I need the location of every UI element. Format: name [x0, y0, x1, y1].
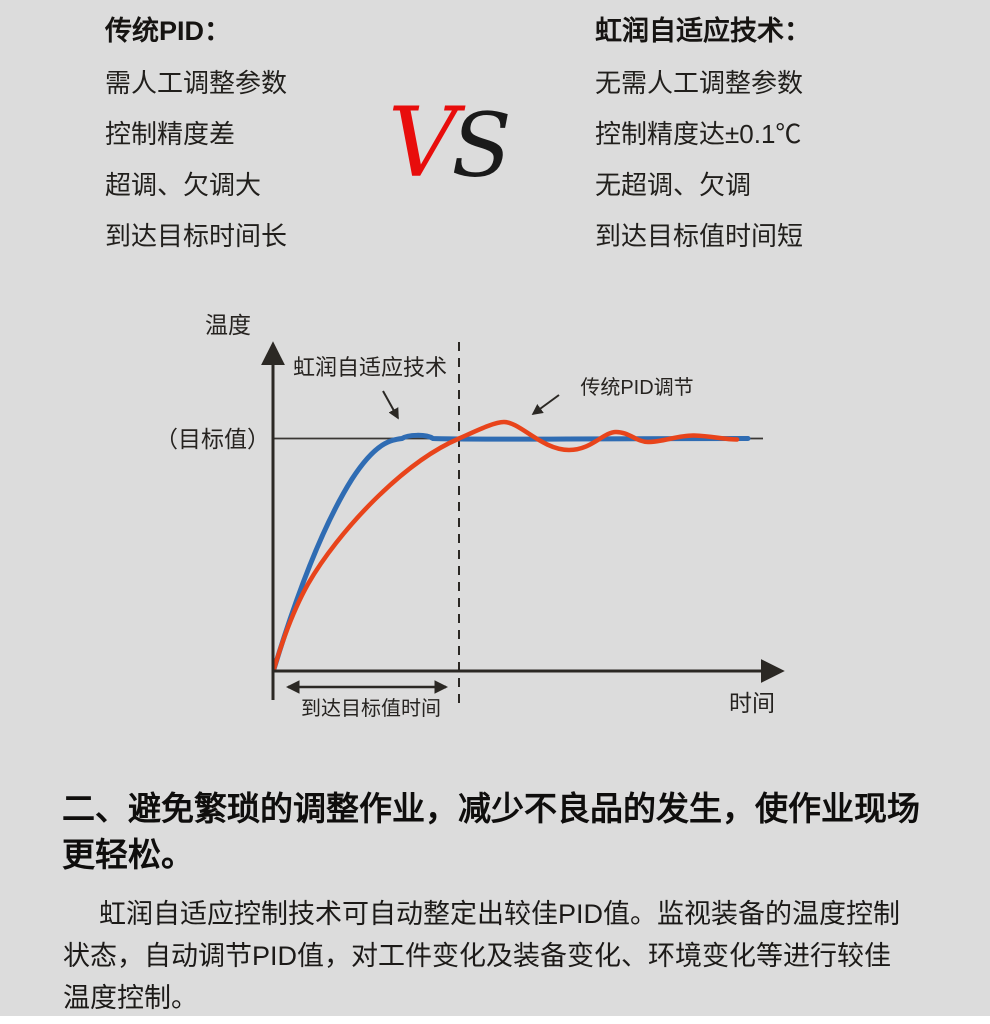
- list-item: 控制精度差: [105, 119, 236, 149]
- list-item: 需人工调整参数: [105, 68, 288, 98]
- section-heading-line: 更轻松。: [62, 836, 194, 873]
- traditional-pid-title: 传统PID：: [105, 16, 232, 46]
- adaptive-curve-label: 虹润自适应技术: [293, 355, 447, 380]
- pid-curve: [271, 419, 740, 672]
- section-heading: 二、避免繁琐的调整作业，减少不良品的发生，使作业现场 更轻松。: [62, 786, 962, 878]
- temperature-chart: 温度 （目标值） 虹润自适应技术 传统PID调节 时间 到达目标值时间: [155, 312, 785, 720]
- section-paragraph: 虹润自适应控制技术可自动整定出较佳PID值。监视装备的温度控制 状态，自动调节P…: [63, 893, 963, 1019]
- list-item: 到达目标时间长: [105, 221, 288, 251]
- x-axis-label: 时间: [729, 690, 775, 716]
- section-heading-line: 二、避免繁琐的调整作业，减少不良品的发生，使作业现场: [62, 790, 920, 827]
- vs-letter-s: S: [451, 94, 511, 197]
- bottom-white-strip: [0, 1016, 990, 1024]
- adaptive-annotation-arrow: [382, 390, 399, 420]
- list-item: 控制精度达±0.1℃: [595, 119, 802, 149]
- target-value-label: （目标值）: [155, 426, 270, 452]
- reach-time-label: 到达目标值时间: [301, 697, 441, 720]
- paragraph-line: 虹润自适应控制技术可自动整定出较佳PID值。监视装备的温度控制: [99, 899, 901, 929]
- adaptive-tech-column: 虹润自适应技术： 无需人工调整参数 控制精度达±0.1℃ 无超调、欠调 到达目标…: [595, 16, 811, 272]
- traditional-pid-column: 传统PID： 需人工调整参数 控制精度差 超调、欠调大 到达目标时间长: [105, 16, 287, 272]
- pid-annotation-arrow: [531, 394, 560, 415]
- adaptive-tech-title: 虹润自适应技术：: [595, 16, 811, 46]
- list-item: 无超调、欠调: [595, 170, 752, 200]
- vs-letter-v: V: [388, 87, 457, 199]
- list-item: 无需人工调整参数: [595, 68, 804, 98]
- list-item: 超调、欠调大: [105, 170, 262, 200]
- paragraph-line: 温度控制。: [63, 983, 198, 1013]
- pid-curve-label: 传统PID调节: [580, 376, 693, 399]
- list-item: 到达目标值时间短: [595, 221, 804, 251]
- y-axis-label: 温度: [205, 312, 251, 338]
- paragraph-line: 状态，自动调节PID值，对工件变化及装备变化、环境变化等进行较佳: [63, 941, 892, 971]
- adaptive-curve: [271, 432, 751, 672]
- vs-mark: VS: [388, 87, 512, 226]
